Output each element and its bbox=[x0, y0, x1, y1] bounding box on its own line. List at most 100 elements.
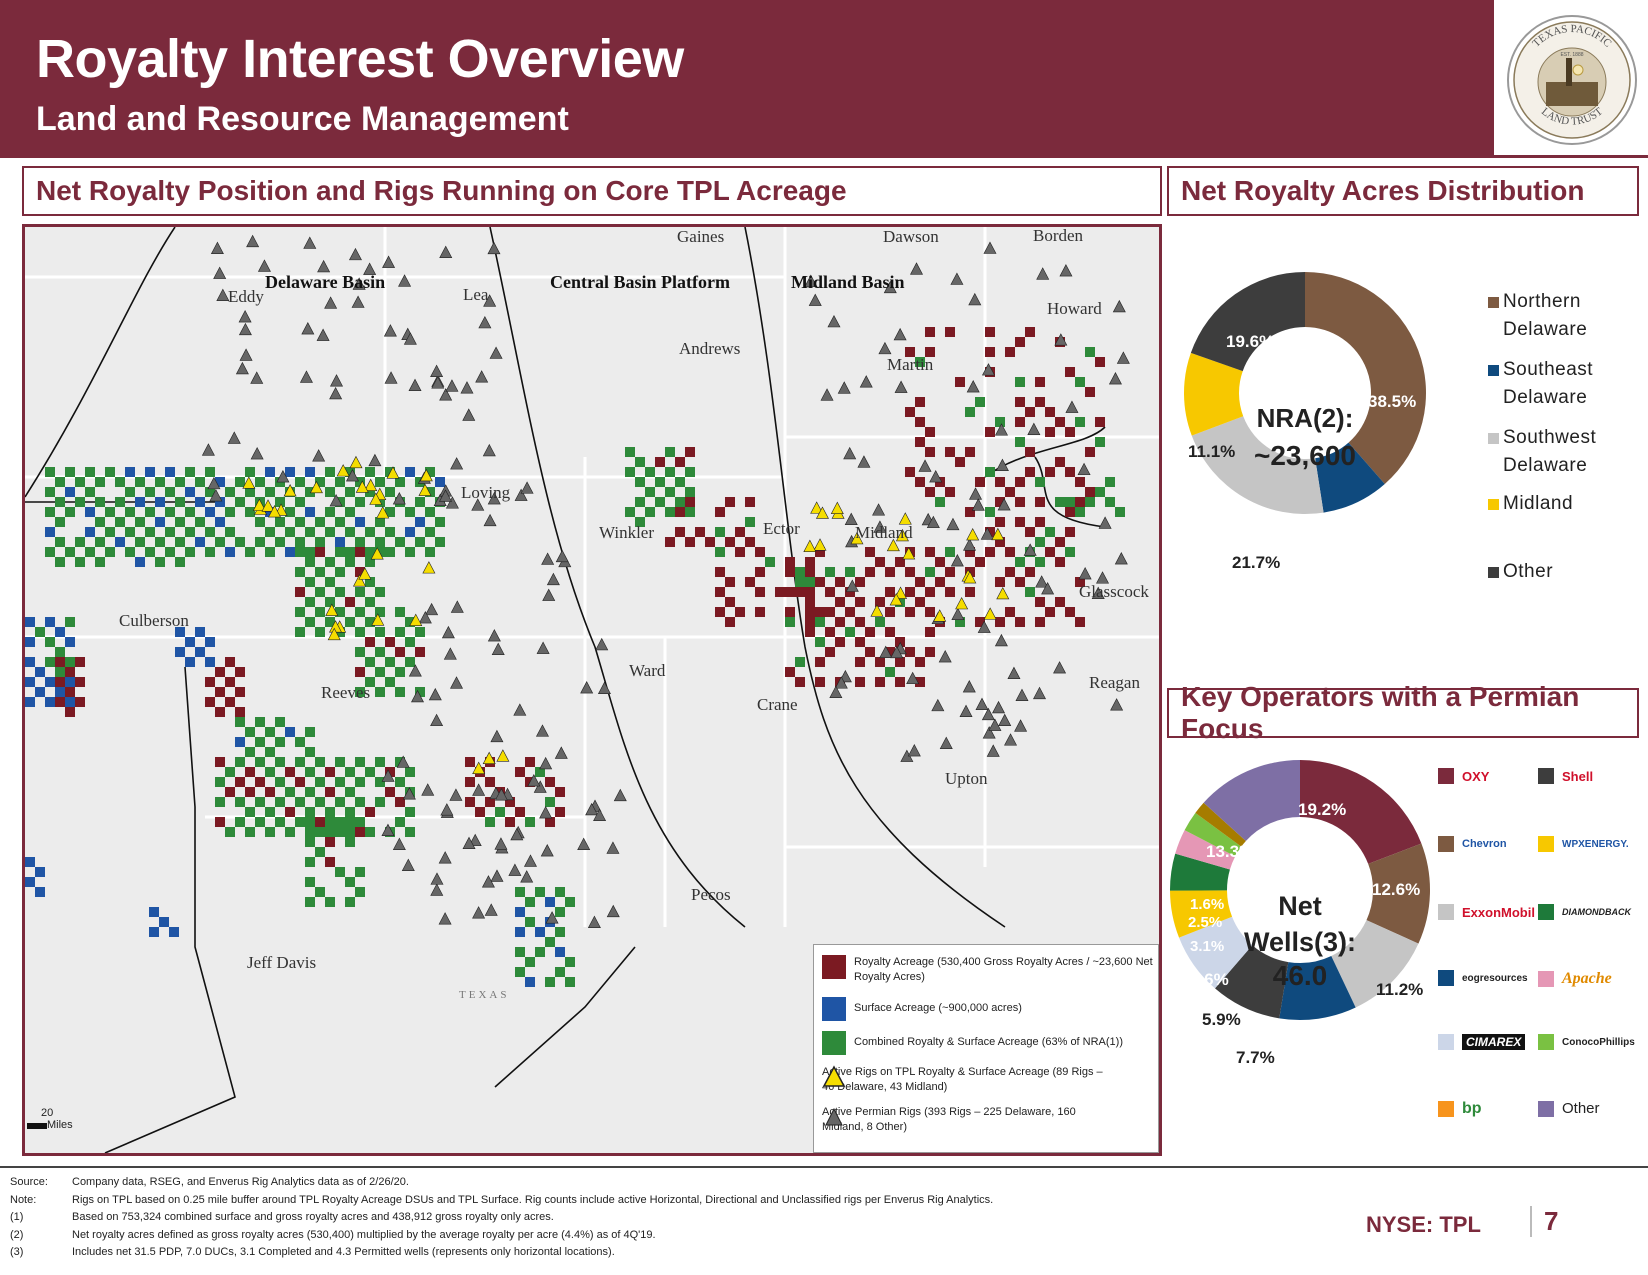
gray-rig-icon bbox=[450, 676, 464, 689]
acreage-tile bbox=[65, 507, 75, 517]
acreage-tile bbox=[315, 627, 325, 637]
acreage-tile bbox=[345, 767, 355, 777]
acreage-tile bbox=[665, 487, 675, 497]
gray-rig-icon bbox=[381, 769, 395, 782]
acreage-tile bbox=[355, 517, 365, 527]
acreage-tile bbox=[875, 557, 885, 567]
acreage-tile bbox=[235, 777, 245, 787]
acreage-tile bbox=[95, 497, 105, 507]
acreage-tile bbox=[175, 477, 185, 487]
acreage-tile bbox=[55, 697, 65, 707]
yellow-rig-icon bbox=[482, 751, 496, 765]
nra-pct-northern: 38.5% bbox=[1368, 392, 1417, 411]
gray-rig-icon bbox=[977, 620, 991, 633]
acreage-tile bbox=[805, 587, 815, 597]
acreage-tile bbox=[715, 567, 725, 577]
gray-rig-icon bbox=[490, 729, 504, 743]
acreage-tile bbox=[755, 607, 765, 617]
acreage-tile bbox=[365, 657, 375, 667]
acreage-tile bbox=[65, 667, 75, 677]
scale-value: 20 bbox=[41, 1107, 54, 1119]
gray-rig-icon bbox=[546, 572, 560, 586]
gray-rig-icon bbox=[1116, 351, 1130, 364]
acreage-tile bbox=[985, 467, 995, 477]
acreage-tile bbox=[925, 487, 935, 497]
acreage-tile bbox=[375, 627, 385, 637]
acreage-tile bbox=[295, 517, 305, 527]
acreage-tile bbox=[355, 817, 365, 827]
gray-rig-icon bbox=[593, 808, 607, 821]
acreage-tile bbox=[245, 727, 255, 737]
acreage-tile bbox=[385, 767, 395, 777]
acreage-tile bbox=[185, 507, 195, 517]
acreage-tile bbox=[295, 757, 305, 767]
donut-slice-wpx-energy bbox=[1170, 853, 1230, 891]
acreage-tile bbox=[355, 537, 365, 547]
acreage-tile bbox=[195, 537, 205, 547]
footnote-key: (3) bbox=[10, 1246, 24, 1258]
footnote-3: (3) Includes net 31.5 PDP, 7.0 DUCs, 3.1 … bbox=[10, 1244, 993, 1262]
swatch-diamondback bbox=[1538, 904, 1554, 920]
acreage-tile bbox=[245, 507, 255, 517]
acreage-tile bbox=[365, 527, 375, 537]
acreage-tile bbox=[685, 537, 695, 547]
acreage-tile bbox=[485, 797, 495, 807]
acreage-tile bbox=[355, 587, 365, 597]
acreage-tile bbox=[115, 537, 125, 547]
gray-rig-icon bbox=[316, 328, 330, 341]
swatch-southeast bbox=[1488, 365, 1499, 376]
acreage-tile bbox=[295, 817, 305, 827]
acreage-tile bbox=[1015, 577, 1025, 587]
acreage-tile bbox=[925, 627, 935, 637]
gray-rig-icon bbox=[382, 255, 396, 268]
acreage-tile bbox=[685, 497, 695, 507]
gray-rig-icon bbox=[450, 457, 464, 470]
operator-name-eog: eogresources bbox=[1462, 972, 1528, 984]
county-label-crane: Crane bbox=[757, 695, 798, 714]
gray-rig-icon bbox=[951, 607, 965, 621]
yellow-rig-icon bbox=[336, 464, 350, 477]
acreage-tile bbox=[925, 647, 935, 657]
nra-center-value: ~23,600 bbox=[1254, 440, 1356, 471]
acreage-tile bbox=[375, 537, 385, 547]
acreage-tile bbox=[385, 637, 395, 647]
acreage-tile bbox=[55, 497, 65, 507]
gray-rig-icon bbox=[430, 364, 444, 377]
yellow-rig-icon bbox=[813, 538, 827, 551]
acreage-tile bbox=[295, 547, 305, 557]
acreage-tile bbox=[965, 507, 975, 517]
acreage-tile bbox=[335, 817, 345, 827]
acreage-tile bbox=[305, 827, 315, 837]
gray-rig-icon bbox=[276, 470, 290, 483]
acreage-tile bbox=[1015, 377, 1025, 387]
acreage-tile bbox=[295, 777, 305, 787]
acreage-tile bbox=[325, 827, 335, 837]
acreage-tile bbox=[405, 507, 415, 517]
gray-rig-icon bbox=[981, 363, 995, 376]
acreage-tile bbox=[1065, 497, 1075, 507]
yellow-rig-icon bbox=[955, 596, 969, 610]
acreage-tile bbox=[515, 927, 525, 937]
acreage-tile bbox=[745, 577, 755, 587]
acreage-tile bbox=[305, 727, 315, 737]
footnotes: Source: Company data, RSEG, and Enverus R… bbox=[10, 1174, 993, 1262]
acreage-tile bbox=[315, 797, 325, 807]
acreage-tile bbox=[85, 527, 95, 537]
acreage-tile bbox=[1075, 477, 1085, 487]
donut-slice-chevron bbox=[1366, 843, 1430, 944]
yellow-rig-icon bbox=[261, 499, 275, 512]
gray-rig-icon bbox=[303, 236, 317, 249]
acreage-tile bbox=[915, 597, 925, 607]
yellow-rig-icon bbox=[966, 528, 980, 541]
acreage-tile bbox=[555, 787, 565, 797]
acreage-tile bbox=[325, 897, 335, 907]
acreage-tile bbox=[275, 797, 285, 807]
acreage-tile bbox=[355, 757, 365, 767]
gray-rig-icon bbox=[520, 870, 534, 883]
gray-rig-icon bbox=[1059, 264, 1073, 277]
swatch-midland bbox=[1488, 499, 1499, 510]
acreage-tile bbox=[135, 497, 145, 507]
acreage-tile bbox=[245, 787, 255, 797]
acreage-tile bbox=[345, 807, 355, 817]
acreage-tile bbox=[1065, 467, 1075, 477]
